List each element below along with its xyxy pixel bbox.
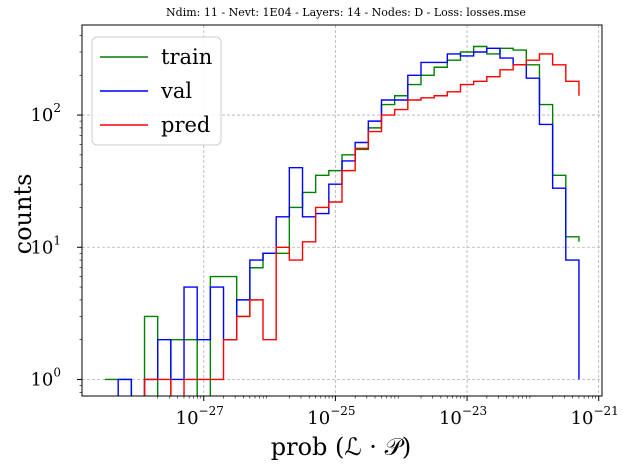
x-axis-label: prob (ℒ · 𝒫)	[271, 433, 411, 461]
legend-box	[91, 36, 222, 146]
series-layer	[105, 45, 580, 396]
legend-label-pred: pred	[161, 113, 210, 137]
y-axis-label: counts	[9, 174, 37, 255]
legend: train val pred	[91, 36, 222, 146]
series-pred-step	[143, 53, 580, 396]
x-tick-label: 10−23	[439, 404, 487, 429]
chart-title: Ndim: 11 - Nevt: 1E04 - Layers: 14 - Nod…	[166, 6, 526, 19]
x-tick-label: 10−27	[176, 404, 224, 429]
legend-label-val: val	[160, 79, 192, 103]
x-tick-label: 10−25	[307, 404, 355, 429]
plot-frame	[81, 24, 603, 397]
y-tick-label: 102	[30, 101, 61, 126]
y-tick-label: 100	[30, 365, 61, 390]
x-tick-label: 10−21	[571, 404, 619, 429]
legend-label-train: train	[161, 45, 212, 69]
